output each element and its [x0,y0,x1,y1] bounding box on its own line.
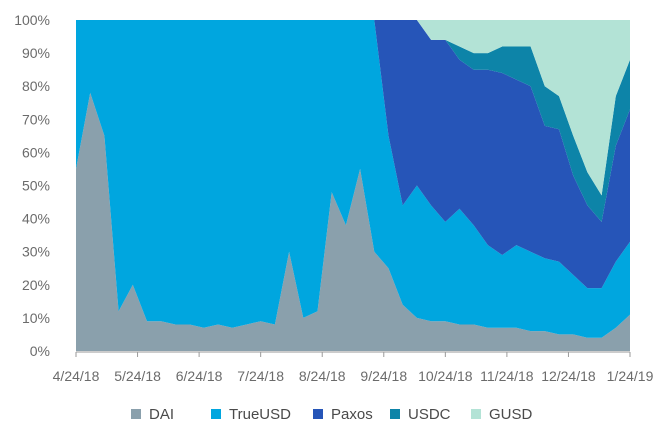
y-tick-label: 10% [22,310,50,326]
x-tick-label: 1/24/19 [607,368,654,384]
series-area-trueusd [76,20,630,338]
legend-label-gusd: GUSD [489,406,533,423]
legend-label-usdc: USDC [408,406,451,423]
x-tick-label: 10/24/18 [418,368,473,384]
y-tick-label: 60% [22,144,50,160]
legend-swatch-paxos [313,409,323,419]
y-tick-label: 40% [22,211,50,227]
x-tick-label: 4/24/18 [53,368,100,384]
x-tick-label: 8/24/18 [299,368,346,384]
y-tick-label: 30% [22,244,50,260]
series-area-dai [76,92,630,352]
legend: DAI TrueUSD Paxos USDC GUSD [131,406,533,423]
series-areas [76,20,630,352]
legend-label-paxos: Paxos [331,406,373,423]
y-tick-label: 90% [22,45,50,61]
y-tick-label: 80% [22,78,50,94]
legend-swatch-gusd [471,409,481,419]
legend-swatch-dai [131,409,141,419]
legend-swatch-trueusd [211,409,221,419]
legend-label-trueusd: TrueUSD [229,406,291,423]
x-tick-label: 12/24/18 [541,368,596,384]
x-axis: 4/24/18 5/24/18 6/24/18 7/24/18 8/24/18 9/24/… [53,351,654,384]
y-tick-label: 20% [22,277,50,293]
series-area-gusd [76,20,630,196]
x-tick-label: 5/24/18 [114,368,161,384]
y-tick-label: 50% [22,178,50,194]
series-area-paxos [76,20,630,289]
y-tick-label: 70% [22,111,50,127]
x-tick-label: 6/24/18 [176,368,223,384]
x-tick-label: 9/24/18 [360,368,407,384]
x-tick-label: 11/24/18 [480,368,534,384]
y-axis: 0% 10% 20% 30% 40% 50% 60% 70% 80% 90% 100% [14,12,50,359]
y-tick-label: 100% [14,12,50,28]
x-tick-label: 7/24/18 [237,368,284,384]
legend-label-dai: DAI [149,406,174,423]
y-tick-label: 0% [30,343,50,359]
series-area-usdc [76,20,630,222]
legend-swatch-usdc [390,409,400,419]
